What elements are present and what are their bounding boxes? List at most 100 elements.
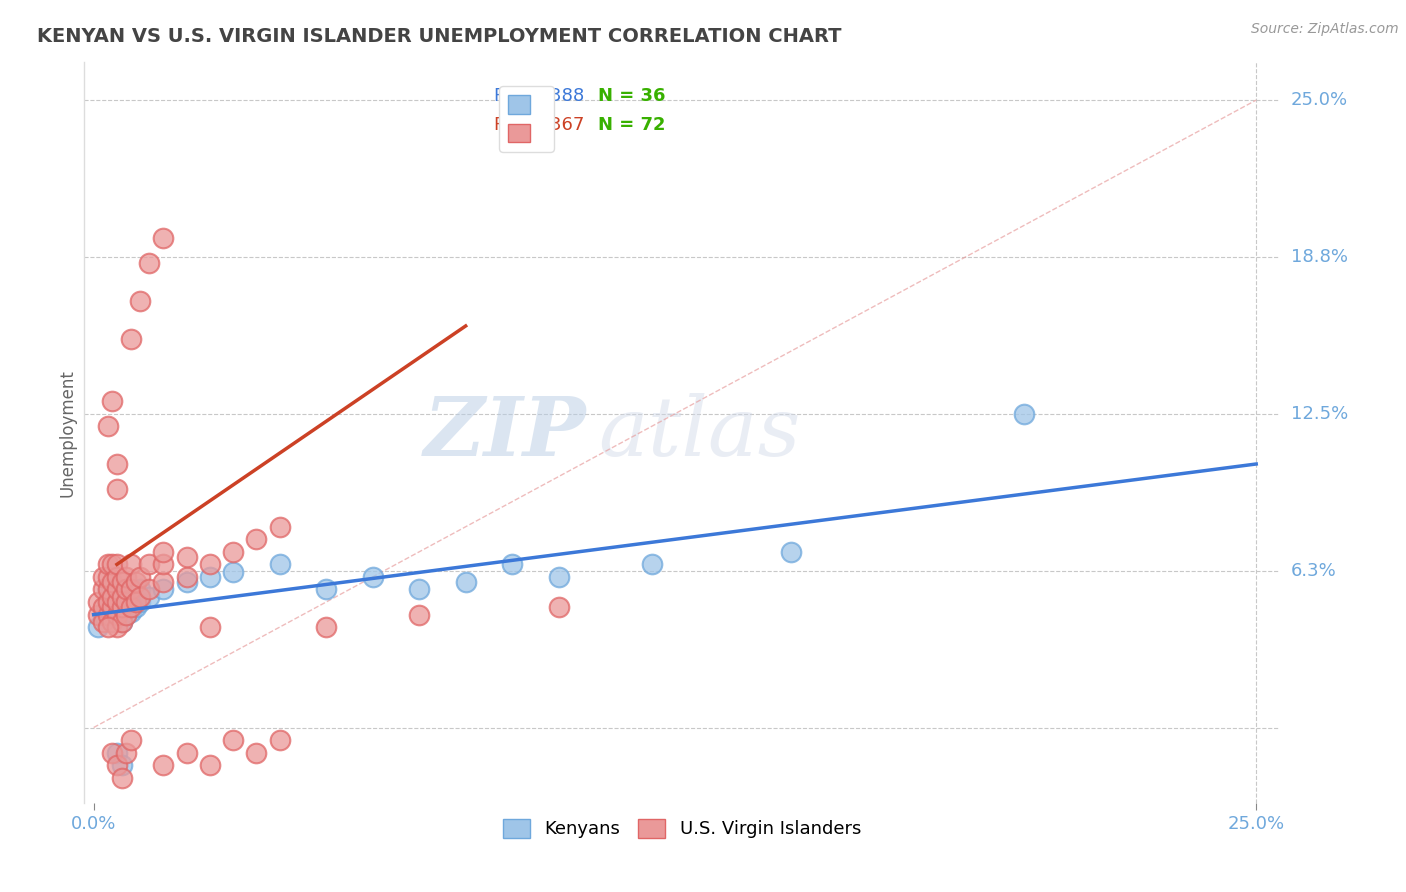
Point <box>198 570 221 584</box>
Point <box>408 582 430 597</box>
Y-axis label: Unemployment: Unemployment <box>58 368 76 497</box>
Text: 12.5%: 12.5% <box>1291 405 1348 423</box>
Point <box>97 558 120 572</box>
Point <box>120 582 142 597</box>
Point <box>315 620 337 634</box>
Point <box>105 620 128 634</box>
Point <box>87 620 110 634</box>
Point <box>91 570 114 584</box>
Point <box>124 600 146 615</box>
Text: KENYAN VS U.S. VIRGIN ISLANDER UNEMPLOYMENT CORRELATION CHART: KENYAN VS U.S. VIRGIN ISLANDER UNEMPLOYM… <box>37 27 841 45</box>
Point <box>120 590 142 604</box>
Point <box>97 570 120 584</box>
Point <box>152 574 174 589</box>
Text: 18.8%: 18.8% <box>1291 248 1347 266</box>
Point <box>101 590 124 604</box>
Text: atlas: atlas <box>599 392 800 473</box>
Point <box>110 590 132 604</box>
Point <box>105 746 128 760</box>
Point <box>97 607 120 622</box>
Text: R = 0.367: R = 0.367 <box>495 116 585 135</box>
Point <box>115 746 138 760</box>
Point <box>87 595 110 609</box>
Point <box>641 558 664 572</box>
Point <box>97 419 120 434</box>
Point <box>138 590 160 604</box>
Point <box>408 607 430 622</box>
Point <box>176 746 198 760</box>
Point <box>91 615 114 629</box>
Point <box>129 590 152 604</box>
Text: N = 36: N = 36 <box>599 87 666 104</box>
Point <box>138 256 160 270</box>
Point <box>129 595 152 609</box>
Point <box>120 600 142 615</box>
Point <box>120 605 142 619</box>
Point <box>110 600 132 615</box>
Point <box>97 582 120 597</box>
Point <box>780 545 803 559</box>
Point <box>115 607 138 622</box>
Point <box>547 600 569 615</box>
Point <box>101 558 124 572</box>
Point <box>105 457 128 471</box>
Point <box>105 582 128 597</box>
Point <box>105 595 128 609</box>
Point <box>152 545 174 559</box>
Point <box>115 570 138 584</box>
Text: ZIP: ZIP <box>423 392 586 473</box>
Point <box>110 600 132 615</box>
Point <box>129 582 152 597</box>
Point <box>101 600 124 615</box>
Point <box>115 595 138 609</box>
Point <box>105 758 128 772</box>
Point <box>115 607 138 622</box>
Point <box>361 570 384 584</box>
Point <box>101 590 124 604</box>
Text: 25.0%: 25.0% <box>1291 91 1348 109</box>
Point <box>101 746 124 760</box>
Point <box>222 565 245 579</box>
Point <box>152 758 174 772</box>
Text: Source: ZipAtlas.com: Source: ZipAtlas.com <box>1251 22 1399 37</box>
Point <box>152 231 174 245</box>
Point <box>97 595 120 609</box>
Text: 6.3%: 6.3% <box>1291 562 1336 580</box>
Point <box>105 570 128 584</box>
Point <box>120 558 142 572</box>
Text: R = 0.388: R = 0.388 <box>495 87 585 104</box>
Point <box>105 482 128 496</box>
Point <box>501 558 523 572</box>
Point <box>138 558 160 572</box>
Point <box>1012 407 1035 421</box>
Point <box>110 590 132 604</box>
Point <box>97 620 120 634</box>
Point <box>198 558 221 572</box>
Point <box>105 582 128 597</box>
Point <box>97 582 120 597</box>
Point <box>101 394 124 409</box>
Point <box>269 558 291 572</box>
Point <box>105 607 128 622</box>
Point <box>269 733 291 747</box>
Point <box>454 574 477 589</box>
Point <box>115 595 138 609</box>
Point <box>115 582 138 597</box>
Point <box>245 746 267 760</box>
Point <box>120 733 142 747</box>
Point <box>110 615 132 629</box>
Point <box>222 733 245 747</box>
Point <box>176 549 198 564</box>
Point <box>152 558 174 572</box>
Point <box>129 570 152 584</box>
Point <box>176 574 198 589</box>
Point <box>129 293 152 308</box>
Point <box>124 574 146 589</box>
Point <box>105 607 128 622</box>
Point <box>91 582 114 597</box>
Point <box>198 620 221 634</box>
Point <box>97 595 120 609</box>
Point <box>110 771 132 785</box>
Point <box>87 607 110 622</box>
Point <box>91 607 114 622</box>
